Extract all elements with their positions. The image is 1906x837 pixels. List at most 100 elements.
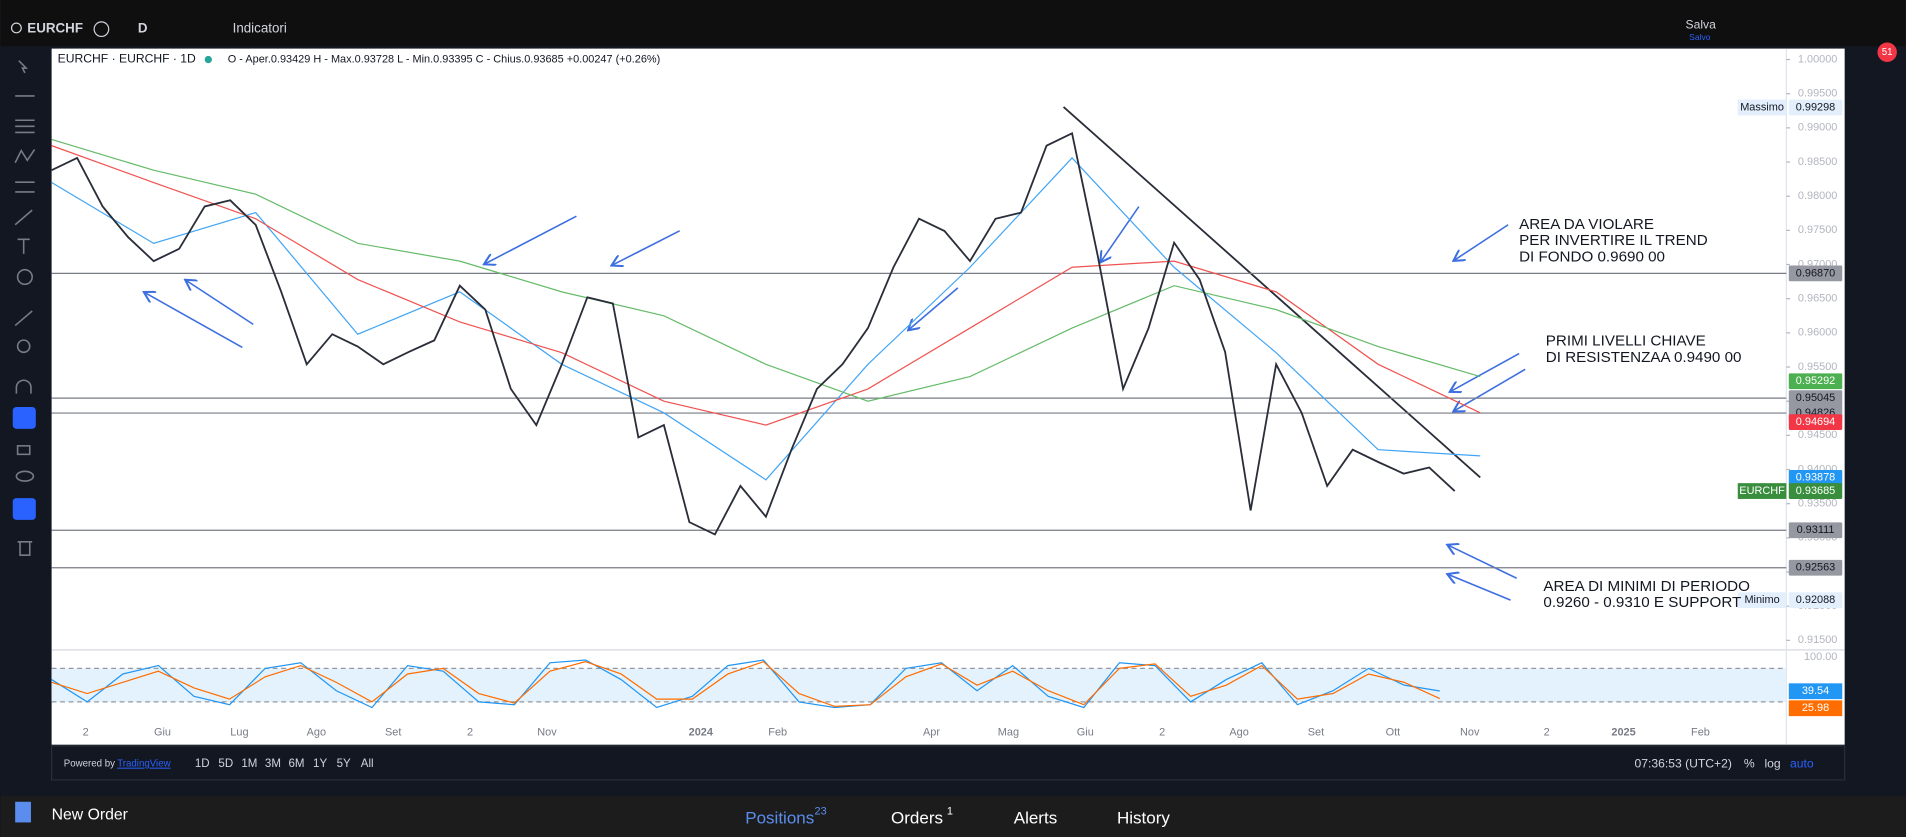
range-button[interactable]: 5Y — [337, 758, 351, 770]
osc-tick-label: 100.00 — [1804, 651, 1837, 663]
price-label-box — [1788, 99, 1843, 116]
symbol[interactable]: EURCHF — [27, 21, 83, 36]
badge — [1877, 42, 1897, 62]
annotation: AREA DA VIOLARE — [1519, 216, 1654, 233]
status-dot — [204, 55, 212, 64]
percent-toggle[interactable]: % — [1744, 756, 1755, 770]
name-label: Massimo — [1740, 101, 1784, 113]
name-label-box — [1737, 99, 1787, 116]
annotation: PER INVERTIRE IL TREND — [1519, 232, 1708, 249]
name-label: EURCHF — [1739, 485, 1785, 497]
tab-positions[interactable]: Positions — [745, 808, 814, 827]
price-label-box — [1788, 592, 1843, 609]
log-toggle[interactable]: log — [1764, 756, 1780, 770]
y-tick-label: 0.96000 — [1798, 327, 1837, 339]
x-tick-label: Mag — [998, 726, 1019, 738]
range-button[interactable]: All — [361, 758, 374, 770]
price-label: 0.94694 — [1796, 416, 1835, 428]
brand-link[interactable]: TradingView — [117, 759, 171, 770]
range-button[interactable]: 1Y — [313, 758, 327, 770]
x-tick-label: Lug — [230, 726, 248, 738]
powered-by: Powered by — [64, 759, 115, 770]
annotation: PRIMI LIVELLI CHIAVE — [1546, 332, 1706, 349]
legend-title: EURCHF · EURCHF · 1D — [58, 52, 196, 66]
annotation: AREA DI MINIMI DI PERIODO — [1543, 578, 1750, 595]
price-label-box — [1788, 390, 1843, 407]
range-button[interactable]: 5D — [218, 758, 233, 770]
x-tick-label: 2 — [467, 726, 473, 738]
auto-toggle[interactable]: auto — [1790, 756, 1814, 770]
price-label-box — [1788, 522, 1843, 539]
range-button[interactable]: 1M — [241, 758, 257, 770]
x-tick-label: Ott — [1386, 726, 1401, 738]
y-tick-label: 0.99000 — [1798, 122, 1837, 134]
x-tick-label: 2 — [1159, 726, 1165, 738]
name-label-box — [1737, 592, 1787, 609]
price-label: 0.95045 — [1796, 392, 1835, 404]
x-tick-label: Ago — [307, 726, 326, 738]
y-tick-label: 0.97500 — [1798, 224, 1837, 236]
order-icon[interactable] — [15, 801, 31, 823]
oscillator-band — [51, 668, 1787, 702]
trading-panel — [0, 795, 1906, 837]
tab-alerts[interactable]: Alerts — [1014, 808, 1057, 827]
osc-value-box — [1788, 683, 1843, 700]
x-tick-label: Nov — [537, 726, 557, 738]
y-tick-label: 0.93500 — [1798, 498, 1837, 510]
x-tick-label: 2024 — [689, 726, 714, 738]
arrows — [145, 206, 1526, 601]
saved: Salvo — [1689, 32, 1711, 42]
orders-count: 1 — [947, 805, 953, 817]
active-tool[interactable] — [12, 406, 36, 429]
bottom-toolbar — [51, 745, 1846, 781]
range-button[interactable]: 3M — [265, 758, 281, 770]
x-tick-label: Giu — [154, 726, 171, 738]
price-label-box — [1788, 373, 1843, 390]
tab-orders[interactable]: Orders — [891, 808, 943, 827]
moving-average — [51, 145, 1481, 426]
x-tick-label: Set — [1308, 726, 1324, 738]
x-tick-label: Set — [385, 726, 401, 738]
add-symbol[interactable] — [93, 21, 110, 38]
price-label-box — [1788, 414, 1843, 430]
chart-area — [51, 48, 1845, 745]
range-button[interactable]: 1D — [195, 758, 210, 770]
price-label: 0.93878 — [1796, 472, 1835, 484]
y-tick-label: 0.98000 — [1798, 190, 1837, 202]
x-tick-label: Feb — [1691, 726, 1710, 738]
price-label: 0.96870 — [1796, 267, 1835, 279]
legend-ohlc: O - Aper.0.93429 H - Max.0.93728 L - Min… — [228, 53, 660, 65]
osc-value-box — [1788, 700, 1843, 717]
osc-value-label: 25.98 — [1802, 702, 1829, 714]
top-toolbar — [0, 0, 1906, 47]
badge-count: 51 — [1882, 47, 1893, 58]
drawing-tools[interactable] — [14, 60, 36, 556]
new-order[interactable]: New Order — [52, 806, 128, 823]
range-button[interactable]: 6M — [289, 758, 305, 770]
name-label-box — [1737, 483, 1787, 499]
price-label-box — [1788, 265, 1843, 282]
osc-value-label: 39.54 — [1802, 685, 1829, 697]
tab-history[interactable]: History — [1117, 808, 1170, 827]
positions-count: 23 — [815, 805, 827, 817]
search-icon[interactable] — [10, 22, 22, 34]
annotation: DI RESISTENZAA 0.9490 00 — [1546, 349, 1742, 366]
y-tick-label: 1.00000 — [1798, 53, 1837, 65]
active-tool[interactable] — [12, 498, 36, 520]
oscillator-line — [51, 660, 1441, 707]
y-tick-label: 0.95500 — [1798, 361, 1837, 373]
y-tick-label: 0.99500 — [1798, 88, 1837, 100]
x-tick-label: 2 — [83, 726, 89, 738]
price-label: 0.93685 — [1796, 485, 1835, 497]
price-label-box — [1788, 469, 1843, 486]
price-label: 0.92088 — [1796, 594, 1835, 606]
x-tick-label: 2025 — [1611, 726, 1635, 738]
indicators[interactable]: Indicatori — [233, 21, 287, 36]
annotation: 0.9260 - 0.9310 E SUPPORT — [1543, 594, 1741, 611]
y-tick-label: 0.94500 — [1798, 429, 1837, 441]
save[interactable]: Salva — [1686, 18, 1717, 32]
y-tick-label: 0.91500 — [1798, 634, 1837, 646]
interval[interactable]: D — [138, 21, 148, 36]
